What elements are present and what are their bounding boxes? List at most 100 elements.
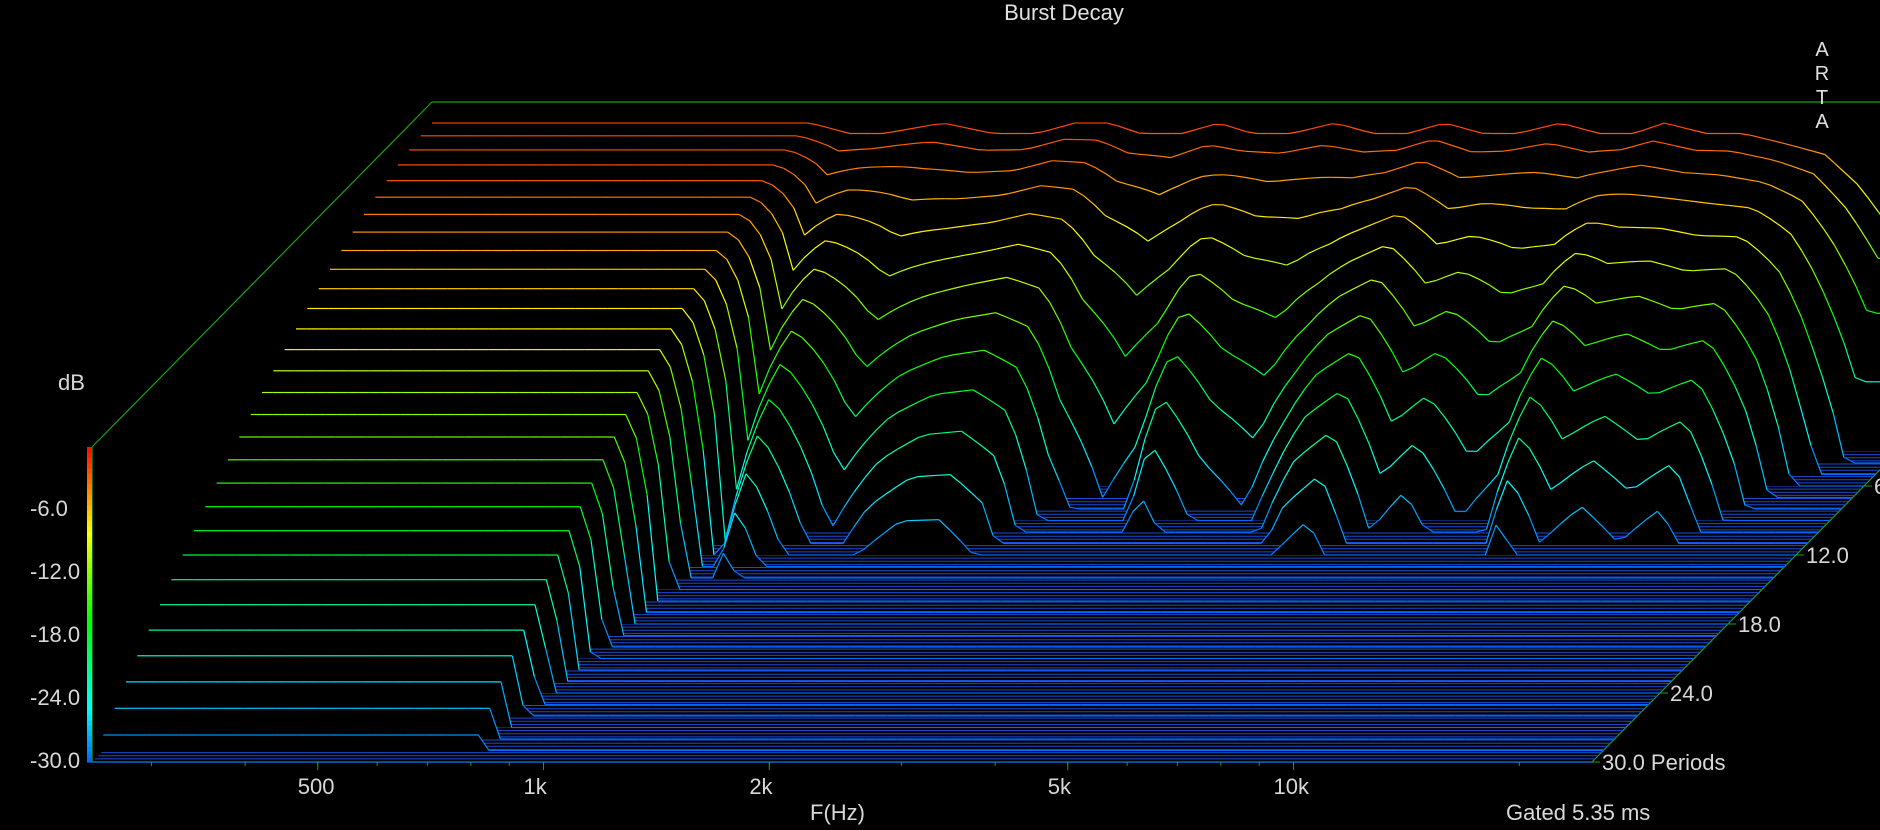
slice-segment [1561,473,1573,483]
slice-segment [1378,506,1391,521]
slice-segment [1585,254,1597,260]
slice-segment [1003,483,1016,526]
slice-segment [1116,147,1129,154]
slice-segment [1283,403,1296,422]
slice-segment [1544,172,1556,176]
slice-segment [985,278,997,283]
slice-segment [1031,131,1043,135]
slice-segment [1789,292,1802,317]
slice-segment [1449,123,1461,128]
slice-segment [1406,130,1418,135]
slice-segment [857,252,869,261]
slice-segment [1260,530,1273,544]
color-bar-segment [87,672,92,679]
slice-segment [771,213,784,234]
slice-segment [545,579,558,621]
slice-segment [963,315,975,319]
slice-segment [1069,419,1082,442]
slice-segment [1252,367,1265,376]
slice-mask [126,681,1626,728]
slice-segment [1425,233,1438,245]
slice-segment [1113,408,1126,425]
slice-segment [1513,147,1525,151]
slice-segment [1048,368,1061,400]
slice-segment [1321,123,1333,127]
slice-segment [971,438,984,448]
color-bar-segment [87,735,92,742]
slice-segment [995,312,1007,318]
slice-segment [1029,185,1042,189]
slice-segment [1532,283,1544,288]
slice-segment [1393,215,1405,218]
slice-segment [1587,172,1599,176]
slice-segment [1073,161,1085,164]
slice-segment [1696,130,1708,135]
slice-segment [1315,366,1328,376]
slice-segment [704,268,717,281]
slice-segment [802,268,815,280]
slice-segment [1357,494,1370,529]
slice-segment [1165,468,1177,491]
slice-segment [1680,379,1692,385]
slice-segment [1682,232,1694,236]
slice-segment [1549,523,1562,534]
slice-segment [758,383,770,409]
slice-segment [747,317,760,395]
slice-segment [1148,190,1160,196]
decay-slices [92,122,1880,763]
slice-segment [1084,162,1096,168]
slice-segment [1181,129,1193,135]
slice-segment [1533,245,1544,248]
slice-segment [875,455,887,466]
color-bar-segment [87,583,92,590]
slice-segment [793,174,806,186]
slice-segment [1324,486,1337,515]
slice-segment [1466,379,1479,395]
slice-segment [1202,145,1214,148]
slice-segment [1082,239,1095,256]
slice-segment [790,330,803,338]
slice-segment [892,144,903,147]
slice-segment [1635,518,1647,529]
slice-segment [1192,126,1204,132]
slice-segment [1597,222,1609,226]
slice-segment [1535,125,1547,130]
slice-segment [1071,279,1084,300]
slice-segment [803,247,816,259]
slice-segment [1467,321,1479,332]
color-bar-segment [87,510,92,516]
color-bar-segment [87,546,92,553]
slice-segment [1283,432,1295,452]
slice-segment [1368,443,1381,474]
color-bar-segment [87,683,92,690]
slice-segment [977,171,988,173]
slice-segment [725,304,738,349]
slice-segment [826,192,838,199]
slice-segment [1159,189,1171,196]
slice-segment [1414,269,1426,284]
slice-segment [1546,123,1558,128]
slice-segment [943,256,955,260]
slice-segment [1104,263,1116,273]
slice-segment [1497,442,1510,475]
slice-segment [878,268,890,277]
slice-segment [1295,325,1308,338]
slice-segment [949,474,962,484]
slice-segment [669,436,682,524]
slice-segment [1510,289,1522,294]
slice-segment [1103,323,1116,340]
slice-segment [1384,168,1396,174]
slice-segment [793,207,806,236]
slice-segment [1303,478,1315,489]
slice-segment [986,220,998,224]
slice-segment [924,123,936,127]
slice-segment [1264,312,1276,319]
slice-segment [985,248,997,252]
slice-segment [1556,144,1568,148]
slice-segment [636,392,649,415]
slice-segment [822,425,835,453]
slice-segment [780,330,792,348]
slice-segment [1262,403,1275,424]
slice-segment [1566,146,1578,151]
slice-segment [965,223,977,227]
